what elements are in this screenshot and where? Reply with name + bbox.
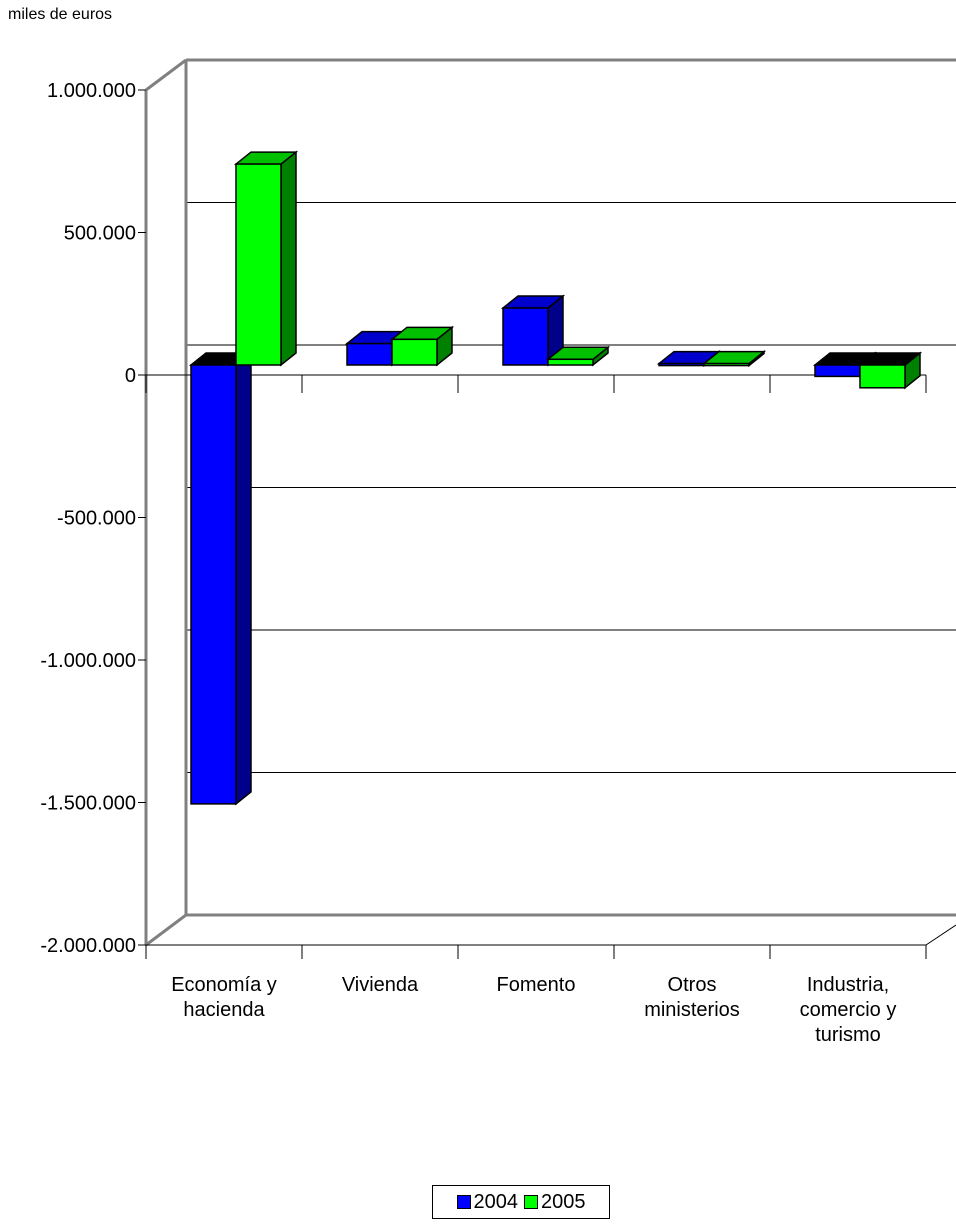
bar-2004-2: [500, 294, 566, 367]
legend-item-2004: 2004: [456, 1190, 519, 1214]
y-unit-label: miles de euros: [8, 6, 113, 23]
y-tick-label-3: -500.000: [57, 508, 136, 530]
bar-2005-4: [857, 351, 923, 390]
legend-swatch-2005: [524, 1195, 538, 1209]
bar-2005-3: [701, 350, 767, 368]
category-label-1: Vivienda: [342, 974, 419, 996]
bar-2005-0: [233, 150, 299, 367]
chart-legend: 2004 2005: [432, 1185, 610, 1219]
side-wall-bottom: [145, 913, 187, 947]
category-label-0: Economía y hacienda: [171, 974, 277, 1021]
bar-2004-0: [188, 351, 254, 806]
bar-2005-2: [545, 345, 611, 367]
category-label-3: Otros ministerios: [644, 974, 740, 1021]
legend-swatch-2004: [456, 1195, 471, 1209]
category-label-2: Fomento: [497, 974, 576, 996]
bar-2005-1: [389, 325, 455, 367]
y-tick-label-0: 1.000.000: [47, 80, 136, 102]
side-wall-top: [145, 58, 187, 92]
legend-label-2005: 2005: [541, 1190, 586, 1213]
y-tick-label-4: -1.000.000: [40, 650, 136, 672]
floor-right-edge: [925, 924, 956, 946]
legend-item-2005: 2005: [524, 1191, 586, 1214]
y-tick-label-5: -1.500.000: [40, 793, 136, 815]
y-tick-label-2: 0: [125, 365, 136, 387]
category-label-4: Industria, comercio y turismo: [800, 974, 897, 1046]
y-tick-label-1: 500.000: [64, 223, 136, 245]
y-tick-label-6: -2.000.000: [40, 935, 136, 957]
legend-label-2004: 2004: [473, 1190, 519, 1213]
